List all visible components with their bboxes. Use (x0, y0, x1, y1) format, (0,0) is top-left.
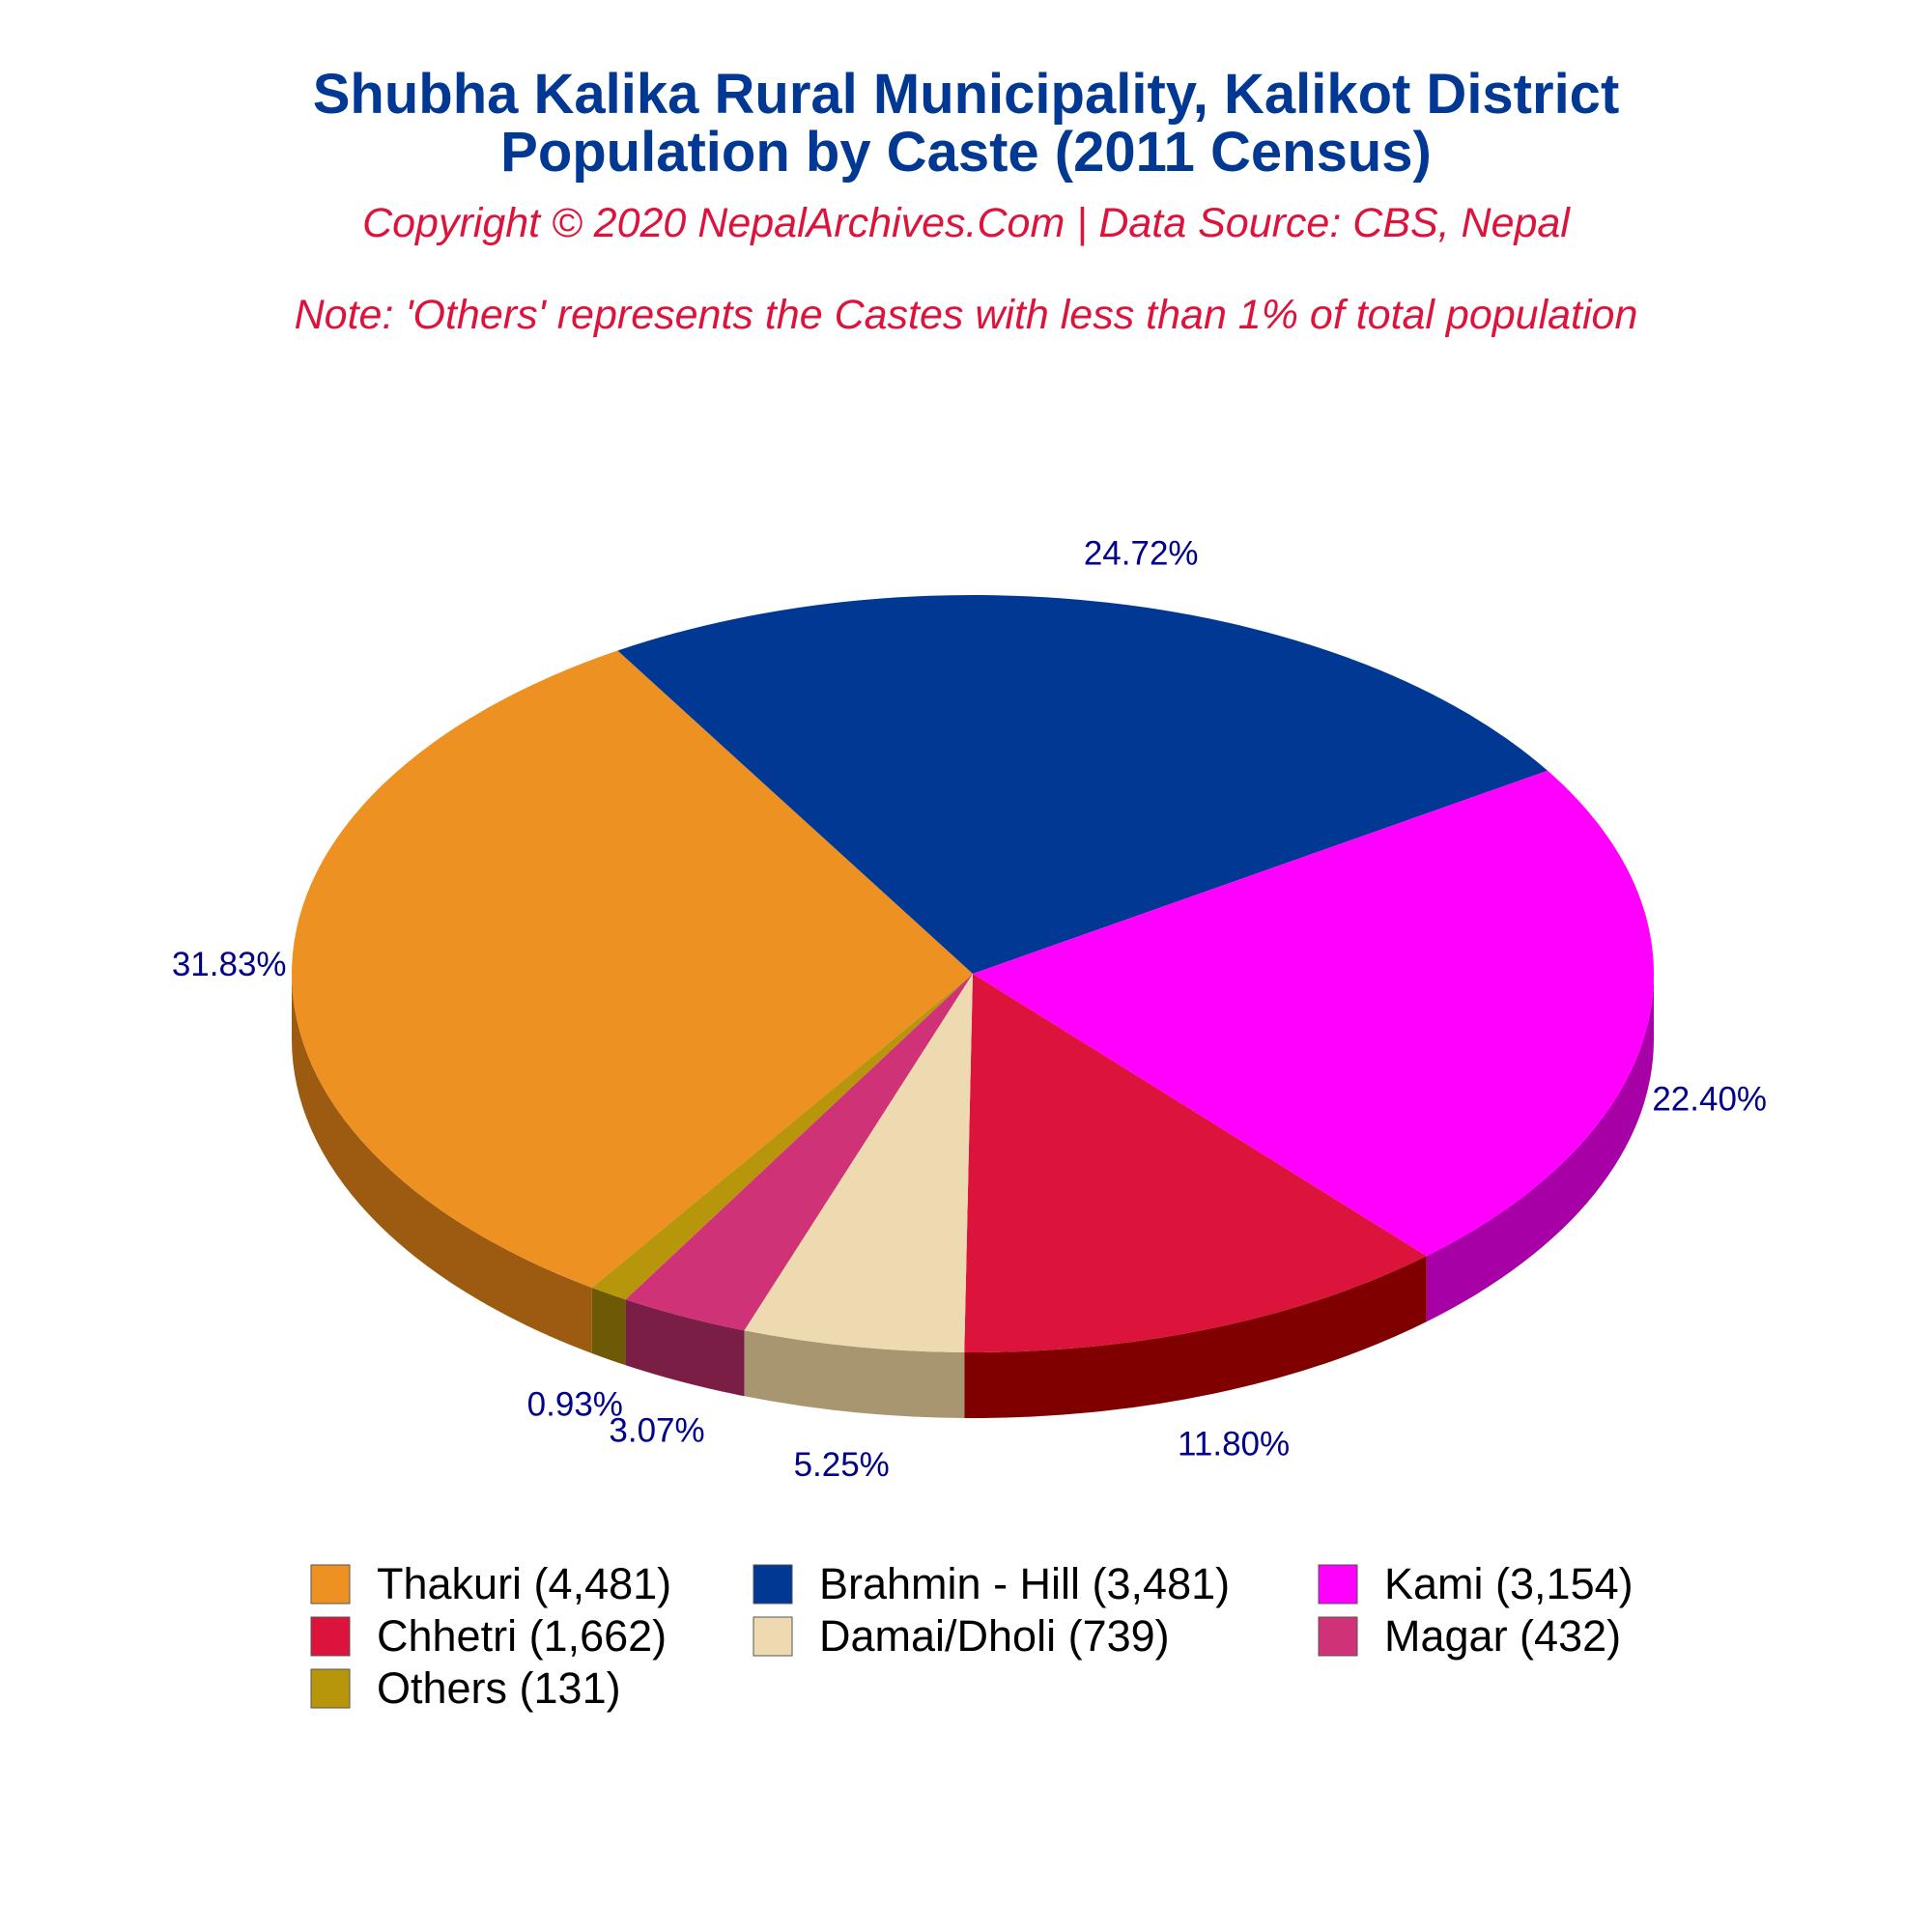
legend-label-brahmin-hill: Brahmin - Hill (3,481) (819, 1559, 1230, 1608)
legend-swatch-magar (1318, 1616, 1358, 1657)
pie-side-chhetri (964, 1256, 1427, 1418)
legend-swatch-thakuri (310, 1564, 351, 1605)
legend-label-kami: Kami (3,154) (1384, 1559, 1634, 1608)
legend-swatch-others (310, 1668, 351, 1709)
pie-labels: 31.83% 24.72% 22.40% 11.80% 5.25% 3.07%0.93% (172, 535, 1767, 1484)
pie-label-brahmin-hill: 24.72% (1084, 535, 1199, 573)
pie-side-magar (625, 1299, 745, 1397)
legend-swatch-chhetri (310, 1616, 351, 1657)
legend-swatch-kami (1318, 1564, 1358, 1605)
legend-label-magar: Magar (432) (1384, 1611, 1621, 1661)
pie-label-kami: 22.40% (1652, 1080, 1767, 1118)
legend-label-chhetri: Chhetri (1,662) (377, 1611, 667, 1661)
pie-sides (292, 974, 1654, 1418)
chart-title-line1: Shubha Kalika Rural Municipality, Kaliko… (313, 63, 1620, 126)
pie-slices (291, 595, 1654, 1352)
chart-title-line2: Population by Caste (2011 Census) (500, 121, 1432, 184)
pie-side-others (591, 1287, 626, 1366)
pie-side-kami (1426, 974, 1654, 1322)
pie-label-chhetri: 11.80% (1178, 1426, 1290, 1463)
pie-slice-thakuri (291, 650, 974, 1288)
note-text: Note: 'Others' represents the Castes wit… (295, 292, 1638, 338)
pie-slice-others (591, 974, 973, 1300)
legend-label-damai-dholi: Damai/Dholi (739) (819, 1611, 1170, 1661)
legend: Thakuri (4,481) Brahmin - Hill (3,481) Kam… (310, 1559, 1634, 1713)
legend-label-others: Others (131) (377, 1663, 621, 1713)
legend-label-thakuri: Thakuri (4,481) (377, 1559, 671, 1608)
pie-label-thakuri: 31.83% (172, 946, 287, 983)
pie-slice-magar (625, 974, 973, 1331)
pie-slice-brahmin-hill (617, 595, 1548, 974)
pie-slice-damai-dholi (744, 974, 973, 1352)
pie-side-thakuri (292, 974, 592, 1353)
legend-swatch-damai-dholi (753, 1616, 793, 1657)
pie-slice-chhetri (964, 974, 1427, 1352)
copyright-text: Copyright © 2020 NepalArchives.Com | Dat… (362, 200, 1571, 246)
pie-label-magar: 3.07% (609, 1412, 704, 1450)
legend-swatch-brahmin-hill (753, 1564, 793, 1605)
pie-label-others: 0.93% (527, 1386, 623, 1424)
pie-side-damai-dholi (744, 1330, 965, 1418)
pie-slice-kami (973, 770, 1654, 1257)
pie-label-damai-dholi: 5.25% (794, 1446, 890, 1484)
